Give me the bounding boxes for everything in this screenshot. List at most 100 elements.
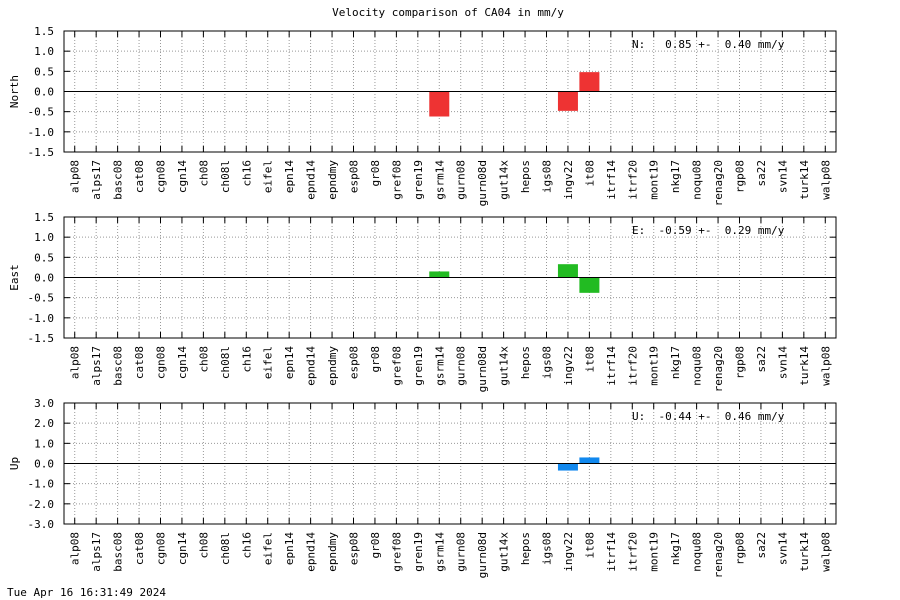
x-tick-label: gut14x	[498, 532, 511, 572]
x-tick-label: gr08	[369, 532, 382, 559]
x-tick-label: ch08	[197, 346, 210, 373]
x-tick-label: alps17	[90, 346, 103, 386]
x-tick-label: igs08	[541, 532, 554, 565]
x-tick-label: it08	[583, 346, 596, 373]
x-tick-label: noqu08	[691, 532, 704, 572]
x-tick-label: it08	[583, 160, 596, 187]
bar-ingv22	[557, 91, 578, 111]
x-tick-label: basc08	[112, 346, 125, 386]
x-tick-label: basc08	[112, 532, 125, 572]
x-tick-label: nkg17	[669, 160, 682, 193]
x-tick-label: walp08	[819, 532, 832, 572]
stats-annotation: E: -0.59 +- 0.29 mm/y	[632, 224, 785, 237]
x-tick-label: rgp08	[734, 532, 747, 565]
y-tick-label: -1.0	[28, 312, 55, 325]
x-tick-label: cat08	[133, 346, 146, 379]
x-tick-label: esp08	[348, 346, 361, 379]
timestamp: Tue Apr 16 16:31:49 2024	[7, 586, 166, 599]
x-tick-label: cgn08	[155, 346, 168, 379]
x-tick-label: gsrm14	[433, 532, 446, 572]
y-tick-label: 2.0	[34, 417, 54, 430]
x-tick-label: cat08	[133, 532, 146, 565]
x-tick-label: igs08	[541, 346, 554, 379]
x-tick-label: gren19	[412, 346, 425, 386]
y-tick-label: 1.5	[34, 211, 54, 224]
x-tick-label: alps17	[90, 160, 103, 200]
chart-title: Velocity comparison of CA04 in mm/y	[332, 6, 564, 19]
bar-ingv22	[557, 264, 578, 278]
y-tick-label: 0.0	[34, 272, 54, 285]
x-tick-label: ch16	[240, 160, 253, 187]
x-tick-label: epnd14	[305, 346, 318, 386]
x-tick-label: ingv22	[562, 532, 575, 572]
x-tick-label: svn14	[776, 532, 789, 565]
x-tick-label: svn14	[776, 346, 789, 379]
x-tick-label: gref08	[390, 160, 403, 200]
x-tick-label: svn14	[776, 160, 789, 193]
x-tick-label: epnd14	[305, 532, 318, 572]
x-tick-label: esp08	[348, 160, 361, 193]
x-tick-label: rgp08	[734, 160, 747, 193]
x-tick-label: hepos	[519, 160, 532, 193]
y-tick-label: -2.0	[28, 498, 55, 511]
x-tick-label: epndmy	[326, 160, 339, 200]
x-tick-label: it08	[583, 532, 596, 559]
x-tick-label: gren19	[412, 532, 425, 572]
y-tick-label: 1.5	[34, 25, 54, 38]
y-tick-label: 0.5	[34, 65, 54, 78]
x-tick-label: sa22	[755, 160, 768, 187]
x-tick-label: gurn08	[455, 160, 468, 200]
panel-north: 1.5 1.0 0.5 0.0 -0.5 -1.0 -1.5 alp08 alps17 basc0…	[8, 25, 837, 206]
x-tick-label: igs08	[541, 160, 554, 193]
stats-annotation: U: -0.44 +- 0.46 mm/y	[632, 410, 785, 423]
bar-gsrm14	[429, 271, 450, 278]
x-tick-label: renag20	[712, 532, 725, 578]
x-tick-label: sa22	[755, 532, 768, 559]
x-tick-label: walp08	[819, 160, 832, 200]
y-tick-label: -0.5	[28, 106, 55, 119]
x-tick-label: alp08	[69, 160, 82, 193]
x-tick-label: epndmy	[326, 346, 339, 386]
x-tick-label: ch08l	[219, 346, 232, 379]
x-tick-label: itrf14	[605, 346, 618, 386]
x-tick-label: cgn14	[176, 160, 189, 193]
x-tick-label: hepos	[519, 532, 532, 565]
x-tick-label: gurn08d	[476, 532, 489, 578]
x-tick-label: gref08	[390, 346, 403, 386]
x-tick-label: cat08	[133, 160, 146, 193]
x-tick-label: itrf20	[626, 160, 639, 200]
x-tick-label: mont19	[648, 160, 661, 200]
x-tick-label: renag20	[712, 346, 725, 392]
x-tick-label: cgn08	[155, 532, 168, 565]
x-tick-label: nkg17	[669, 346, 682, 379]
x-tick-label: epnd14	[305, 160, 318, 200]
x-tick-label: esp08	[348, 532, 361, 565]
x-tick-label: turk14	[798, 532, 811, 572]
x-tick-label: eifel	[262, 160, 275, 193]
x-tick-label: cgn08	[155, 160, 168, 193]
x-tick-label: alp08	[69, 346, 82, 379]
y-tick-label: -0.5	[28, 292, 55, 305]
y-tick-label: -1.5	[28, 332, 55, 345]
x-tick-label: rgp08	[734, 346, 747, 379]
x-tick-label: mont19	[648, 346, 661, 386]
bar-ingv22	[557, 463, 578, 471]
x-tick-label: sa22	[755, 346, 768, 373]
x-tick-label: gren19	[412, 160, 425, 200]
x-tick-label: ch08l	[219, 160, 232, 193]
x-tick-label: gsrm14	[433, 160, 446, 200]
x-tick-label: walp08	[819, 346, 832, 386]
x-tick-label: ingv22	[562, 346, 575, 386]
x-tick-label: hepos	[519, 346, 532, 379]
y-tick-label: 1.0	[34, 437, 54, 450]
x-tick-label: nkg17	[669, 532, 682, 565]
x-tick-label: ch16	[240, 346, 253, 373]
x-tick-label: epn14	[283, 346, 296, 379]
x-tick-label: turk14	[798, 160, 811, 200]
x-tick-label: ch16	[240, 532, 253, 559]
x-tick-label: cgn14	[176, 532, 189, 565]
y-tick-label: 3.0	[34, 397, 54, 410]
y-tick-label: -1.0	[28, 478, 55, 491]
y-tick-label: -1.0	[28, 126, 55, 139]
x-tick-label: alp08	[69, 532, 82, 565]
